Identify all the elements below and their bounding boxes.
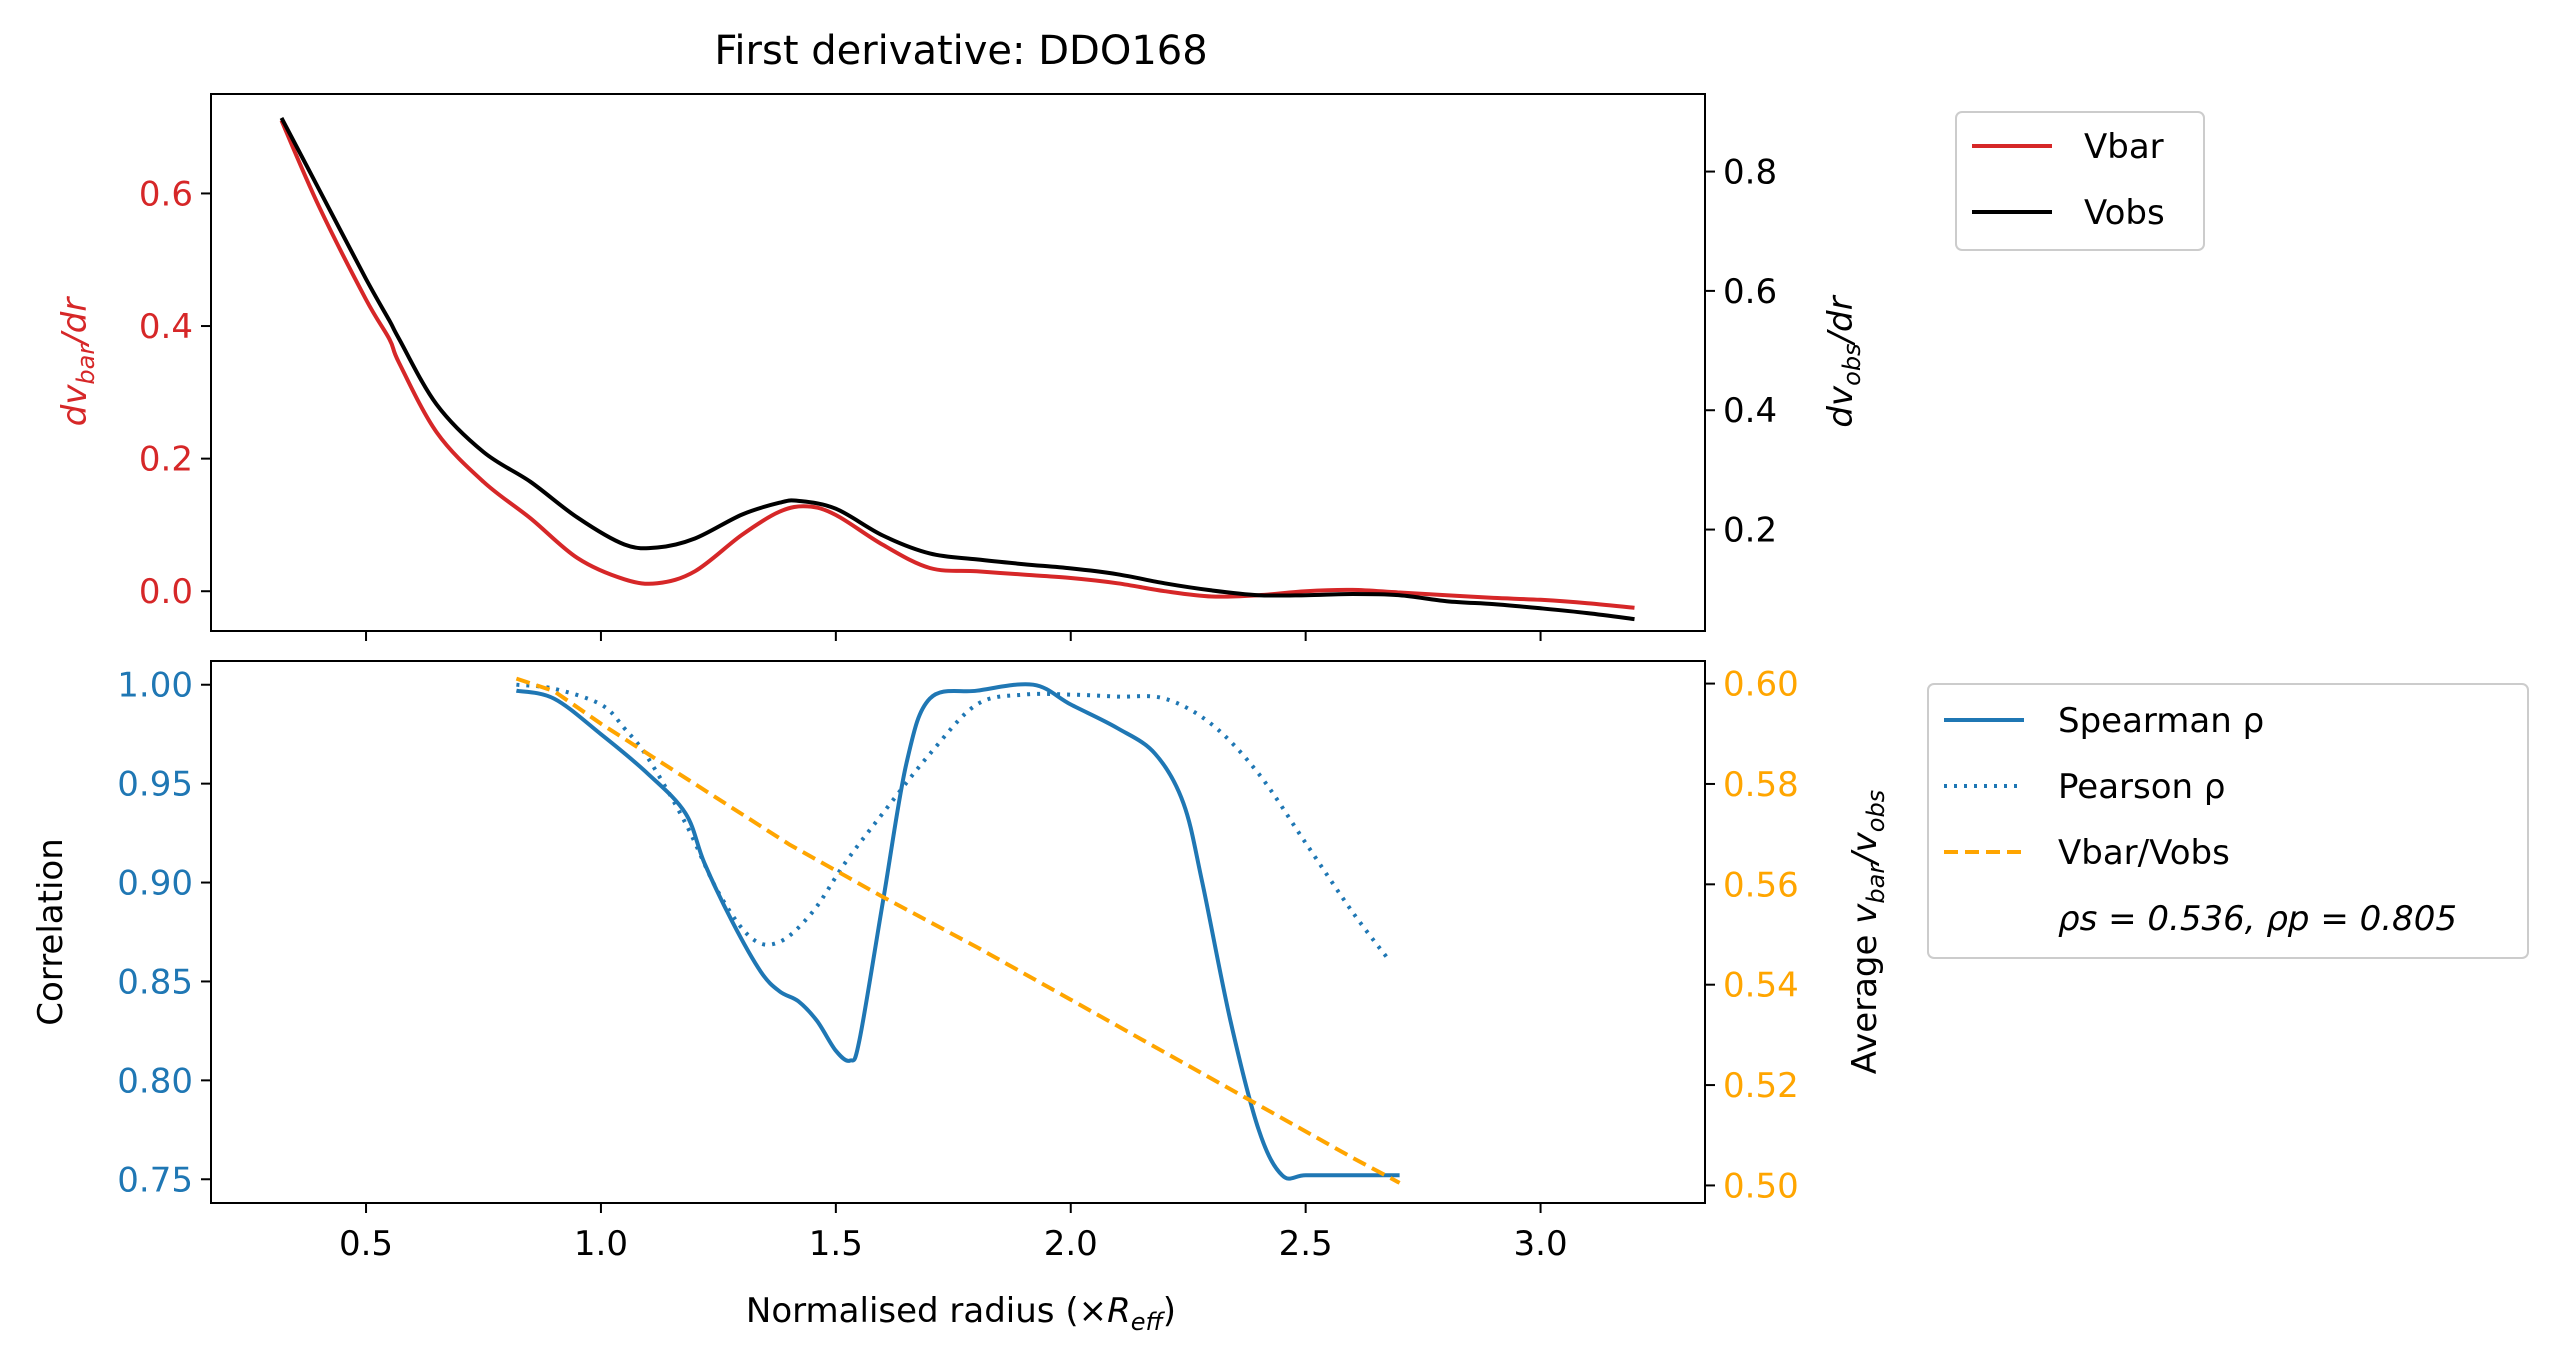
bottom-left-ylabel: Correlation [31,838,71,1025]
vobs-line [279,116,1635,622]
right-y-tick-label: 0.6 [1723,272,1777,312]
right-y-tick-label: 0.4 [1723,391,1777,431]
bottom-right-y-ticks: 0.50 0.52 0.54 0.56 0.58 0.60 [1705,665,1799,1206]
ratio-line [515,676,1401,1185]
right-y-tick-label: 0.54 [1723,966,1799,1006]
left-y-tick-label: 1.00 [117,666,193,706]
legend-rho-note: ρs = 0.536, ρp = 0.805 [2058,899,2457,939]
top-x-ticks [365,631,1542,641]
legend-vobs-label: Vobs [2084,193,2165,233]
right-y-tick-label: 0.2 [1723,511,1777,551]
top-legend-box [1955,111,2205,251]
legend-vbar-label: Vbar [2084,127,2164,167]
right-y-tick-label: 0.58 [1723,765,1799,805]
bottom-panel: 0.5 1.0 1.5 2.0 2.5 3.0 0.75 0.80 0.85 0.90 0.95 1… [31,660,2529,1264]
left-y-tick-label: 0.0 [139,572,193,612]
chart-title: First derivative: DDO168 [714,28,1207,74]
bottom-legend: Spearman ρ Pearson ρ Vbar/Vobs ρs = 0.53… [1927,683,2529,959]
left-y-tick-label: 0.75 [117,1160,193,1200]
top-right-y-ticks: 0.2 0.4 0.6 0.8 [1705,153,1777,551]
bottom-legend-box [1927,683,2529,959]
pearson-line [516,682,1392,963]
top-right-ylabel: dvobs/dr [1821,294,1866,427]
x-tick-label: 3.0 [1514,1224,1568,1264]
bottom-axes-frame [210,660,1706,1204]
left-y-tick-label: 0.95 [117,765,193,805]
right-y-tick-label: 0.56 [1723,865,1799,905]
bottom-left-y-ticks: 0.75 0.80 0.85 0.90 0.95 1.00 [117,666,211,1200]
bottom-plot-lines [515,676,1401,1185]
right-y-tick-label: 0.8 [1723,153,1777,193]
x-tick-label: 1.5 [809,1224,863,1264]
left-y-tick-label: 0.2 [139,440,193,480]
left-y-tick-label: 0.90 [117,864,193,904]
right-y-tick-label: 0.60 [1723,665,1799,705]
x-tick-label: 2.0 [1044,1224,1098,1264]
right-y-tick-label: 0.52 [1723,1066,1799,1106]
legend-pearson-label: Pearson ρ [2058,767,2225,807]
x-tick-label: 1.0 [574,1224,628,1264]
left-y-tick-label: 0.85 [117,962,193,1002]
top-left-y-ticks: 0.0 0.2 0.4 0.6 [139,174,211,612]
legend-spearman-label: Spearman ρ [2058,701,2264,741]
left-y-tick-label: 0.4 [139,307,193,347]
bottom-x-ticks: 0.5 1.0 1.5 2.0 2.5 3.0 [339,1203,1568,1264]
legend-ratio-label: Vbar/Vobs [2058,833,2230,873]
top-legend: Vbar Vobs [1955,111,2205,251]
top-left-ylabel: dvbar/dr [55,296,100,427]
vbar-line [279,119,1635,610]
x-axis-label: Normalised radius (×Reff) [746,1291,1176,1336]
top-panel: 0.0 0.2 0.4 0.6 0.2 0.4 0.6 0.8 dvbar/dr dvobs… [55,93,2205,641]
bottom-right-ylabel: Average vbar/vobs [1845,790,1890,1074]
x-tick-label: 2.5 [1279,1224,1333,1264]
top-plot-lines [279,116,1635,622]
spearman-line [515,682,1400,1181]
left-y-tick-label: 0.80 [117,1061,193,1101]
top-axes-frame [210,93,1706,632]
left-y-tick-label: 0.6 [139,174,193,214]
x-tick-label: 0.5 [339,1224,393,1264]
right-y-tick-label: 0.50 [1723,1166,1799,1206]
